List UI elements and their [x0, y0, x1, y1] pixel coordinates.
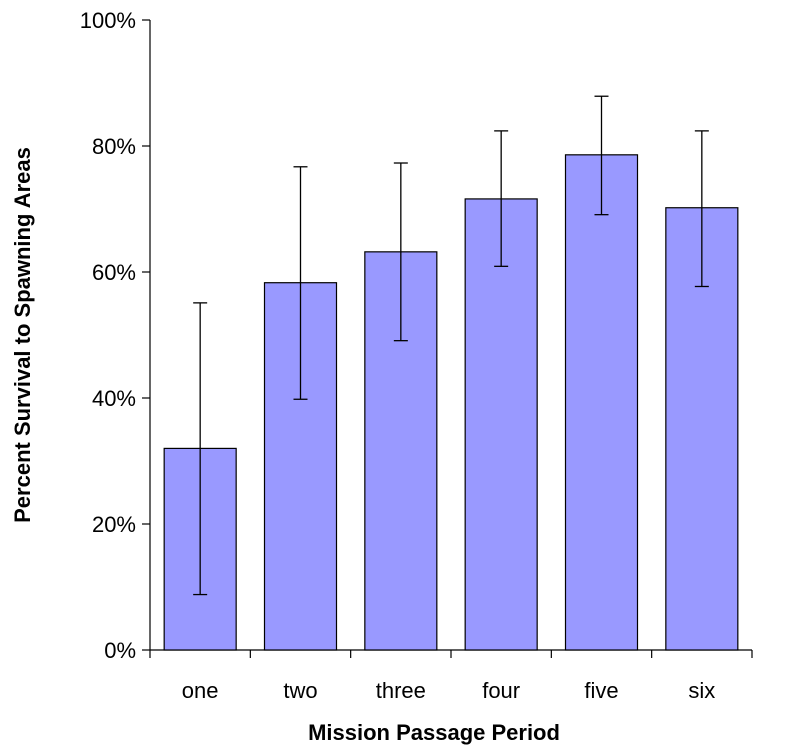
error-bar-four	[494, 130, 509, 267]
y-tick-label: 100%	[80, 8, 136, 33]
error-bars	[193, 95, 709, 596]
y-tick-label: 80%	[92, 134, 136, 159]
x-tick-label: one	[182, 678, 219, 703]
error-bar-six	[694, 130, 709, 288]
y-tick-label: 60%	[92, 260, 136, 285]
bar-four	[464, 198, 538, 651]
error-bar-five	[594, 95, 609, 216]
x-tick-label: six	[688, 678, 715, 703]
y-axis: 0% 20% 40% 60% 80% 100%	[80, 8, 151, 663]
x-tick-label: five	[584, 678, 618, 703]
error-bar-two	[293, 166, 308, 400]
x-axis: one two three four five six	[149, 649, 753, 703]
error-bar-three	[393, 162, 408, 342]
y-tick-label: 40%	[92, 386, 136, 411]
bars	[163, 154, 739, 651]
x-tick-label: four	[482, 678, 520, 703]
x-tick-label: two	[283, 678, 317, 703]
y-tick-label: 0%	[104, 638, 136, 663]
x-axis-title: Mission Passage Period	[308, 720, 560, 745]
y-tick-label: 20%	[92, 512, 136, 537]
bar-five	[564, 154, 639, 651]
y-axis-title: Percent Survival to Spawning Areas	[10, 147, 35, 523]
error-bar-one	[193, 302, 208, 596]
x-tick-label: three	[376, 678, 426, 703]
